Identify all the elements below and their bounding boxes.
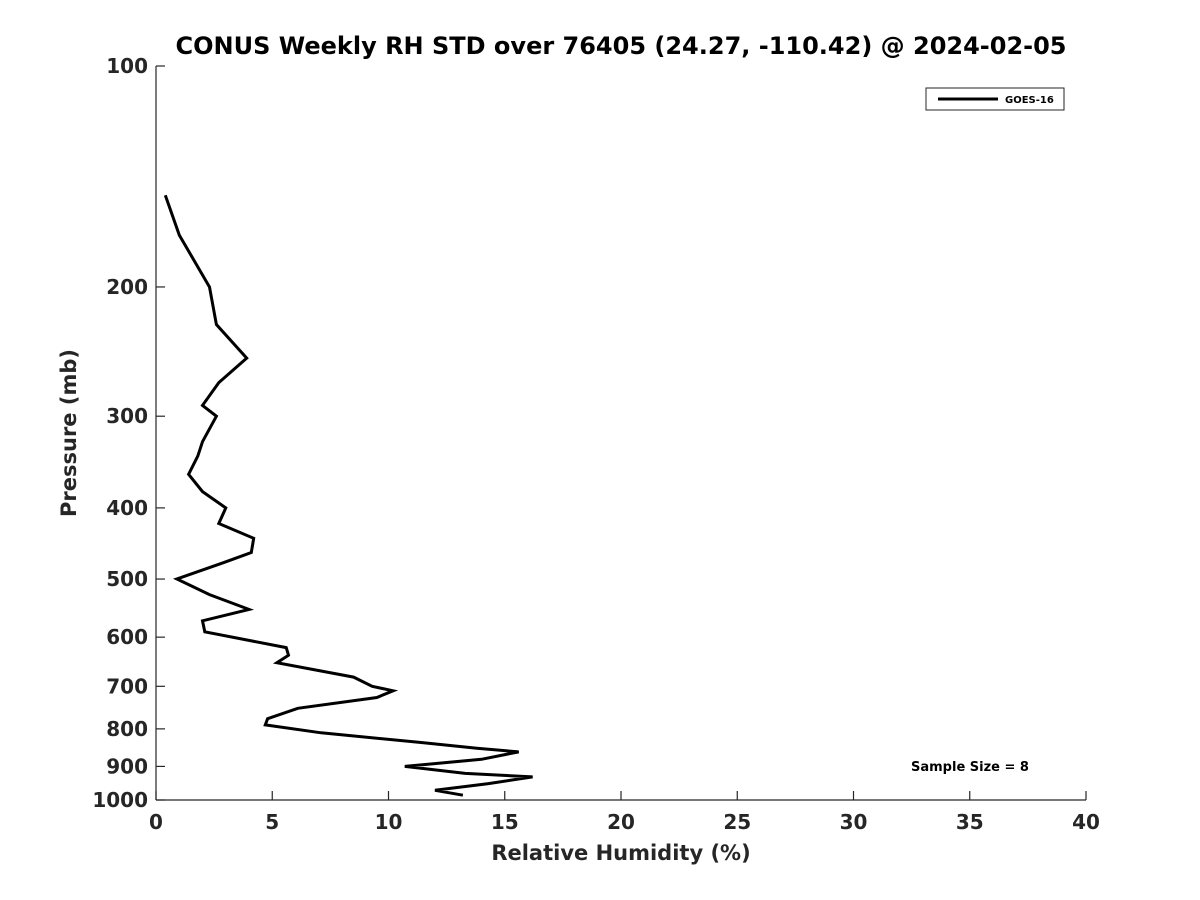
- x-tick-label: 35: [956, 810, 984, 834]
- x-tick-label: 5: [265, 810, 279, 834]
- x-tick-label: 10: [375, 810, 403, 834]
- y-tick-label: 800: [106, 717, 148, 741]
- plot-area: [155, 66, 1086, 801]
- sample-size-annotation: Sample Size = 8: [911, 760, 1029, 775]
- x-tick-label: 15: [491, 810, 519, 834]
- y-tick-label: 100: [106, 54, 148, 78]
- x-axis-label: Relative Humidity (%): [491, 841, 750, 865]
- y-tick-label: 1000: [92, 788, 148, 812]
- y-tick-label: 400: [106, 496, 148, 520]
- y-axis-ticks: 100 200 300 400 500 600 700 800 900 1000: [92, 54, 165, 812]
- series-layer: [163, 194, 533, 797]
- x-tick-label: 20: [607, 810, 635, 834]
- x-tick-label: 40: [1072, 810, 1100, 834]
- legend-label-goes-16: GOES-16: [1005, 95, 1054, 106]
- y-tick-label: 600: [106, 625, 148, 649]
- y-axis-label: Pressure (mb): [57, 349, 81, 517]
- chart-title: CONUS Weekly RH STD over 76405 (24.27, -…: [175, 32, 1066, 60]
- legend: GOES-16: [925, 87, 1065, 111]
- x-tick-label: 30: [840, 810, 868, 834]
- x-tick-label: 25: [723, 810, 751, 834]
- series-line-goes-16: [163, 194, 533, 797]
- x-axis-ticks: 0 5 10 15 20 25 30 35 40: [149, 791, 1100, 834]
- x-tick-label: 0: [149, 810, 163, 834]
- y-tick-label: 700: [106, 674, 148, 698]
- y-tick-label: 900: [106, 754, 148, 778]
- y-tick-label: 200: [106, 275, 148, 299]
- y-tick-label: 500: [106, 567, 148, 591]
- y-tick-label: 300: [106, 404, 148, 428]
